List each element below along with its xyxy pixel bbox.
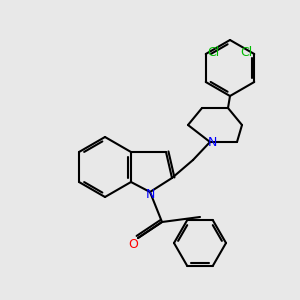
Text: O: O [128, 238, 138, 250]
Text: N: N [207, 136, 217, 148]
Text: N: N [145, 188, 155, 202]
Text: Cl: Cl [208, 46, 220, 59]
Text: Cl: Cl [240, 46, 252, 59]
